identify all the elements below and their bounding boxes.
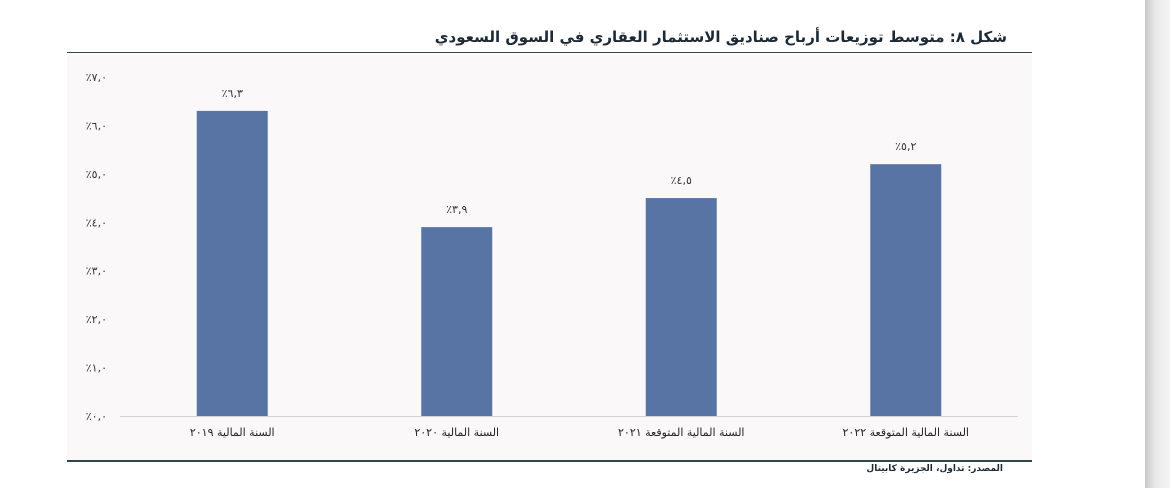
data-label: ٪٣,٩ [446, 203, 467, 216]
bar [870, 164, 942, 416]
figure-title: شكل ٨: متوسط توزيعات أرباح صناديق الاستث… [434, 28, 1007, 46]
y-tick-label: ٪٣,٠ [86, 265, 107, 278]
bar [645, 198, 717, 416]
y-tick-label: ٪١,٠ [86, 362, 107, 375]
data-labels-group: ٪٦,٣ ٪٣,٩ ٪٤,٥ ٪٥,٢ [222, 87, 917, 216]
data-label: ٪٦,٣ [222, 87, 243, 100]
y-tick-label: ٪٥,٠ [86, 168, 107, 181]
top-rule [67, 52, 1032, 53]
category-label: السنة المالية ٢٠٢٠ [414, 426, 499, 439]
y-tick-label: ٪٧,٠ [86, 71, 107, 84]
y-tick-label: ٪٦,٠ [86, 119, 107, 132]
bars-group [196, 110, 942, 417]
category-labels-group: السنة المالية ٢٠١٩ السنة المالية ٢٠٢٠ السن… [190, 426, 969, 439]
page-edge-shadow [1145, 0, 1170, 488]
y-tick-label: ٪٠,٠ [86, 410, 107, 423]
data-label: ٪٤,٥ [671, 174, 692, 187]
bottom-rule [67, 460, 1032, 462]
data-label: ٪٥,٢ [895, 140, 916, 153]
category-label: السنة المالية المتوقعة ٢٠٢١ [618, 426, 745, 439]
bar [421, 227, 493, 416]
source-note: المصدر: تداول، الجزيرة كابيتال [866, 464, 1003, 474]
y-axis: ٪٠,٠ ٪١,٠ ٪٢,٠ ٪٣,٠ ٪٤,٠ ٪٥,٠ ٪٦,٠ ٪٧,٠ [86, 71, 107, 423]
bar [196, 110, 268, 417]
category-label: السنة المالية ٢٠١٩ [190, 426, 275, 439]
y-tick-label: ٪٤,٠ [86, 216, 107, 229]
y-tick-label: ٪٢,٠ [86, 313, 107, 326]
category-label: السنة المالية المتوقعة ٢٠٢٢ [843, 426, 970, 439]
